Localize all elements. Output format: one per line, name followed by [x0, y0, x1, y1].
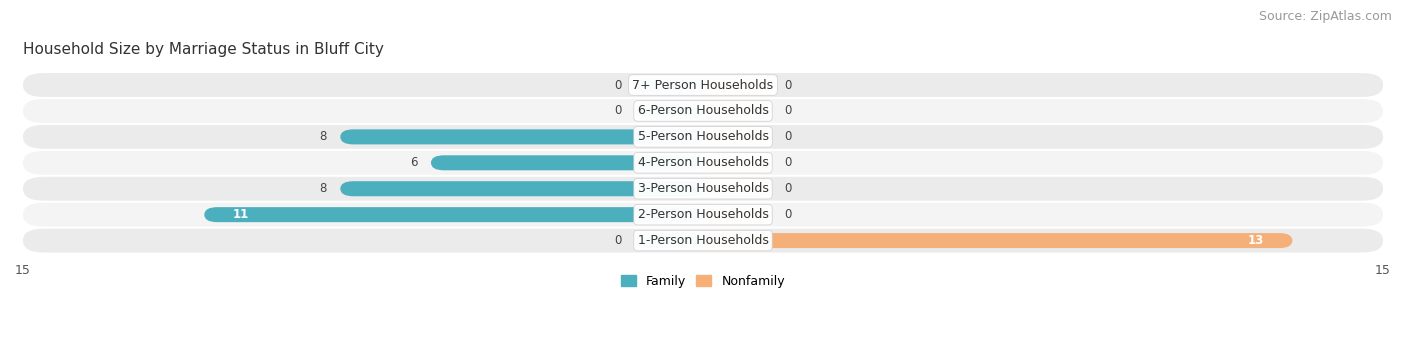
- Text: Source: ZipAtlas.com: Source: ZipAtlas.com: [1258, 10, 1392, 23]
- FancyBboxPatch shape: [703, 233, 1292, 248]
- FancyBboxPatch shape: [636, 233, 703, 248]
- FancyBboxPatch shape: [432, 155, 703, 170]
- Text: 2-Person Households: 2-Person Households: [637, 208, 769, 221]
- Text: 0: 0: [614, 78, 621, 91]
- Text: 0: 0: [785, 156, 792, 169]
- FancyBboxPatch shape: [22, 177, 1384, 201]
- Text: 4-Person Households: 4-Person Households: [637, 156, 769, 169]
- Text: 0: 0: [785, 78, 792, 91]
- Text: 0: 0: [785, 104, 792, 117]
- Text: 8: 8: [319, 130, 326, 143]
- FancyBboxPatch shape: [340, 129, 703, 144]
- Text: 0: 0: [785, 208, 792, 221]
- FancyBboxPatch shape: [340, 181, 703, 196]
- FancyBboxPatch shape: [703, 77, 770, 92]
- Text: 0: 0: [614, 104, 621, 117]
- FancyBboxPatch shape: [636, 77, 703, 92]
- Text: 0: 0: [614, 234, 621, 247]
- FancyBboxPatch shape: [703, 207, 770, 222]
- FancyBboxPatch shape: [703, 129, 770, 144]
- Legend: Family, Nonfamily: Family, Nonfamily: [616, 270, 790, 293]
- Text: 5-Person Households: 5-Person Households: [637, 130, 769, 143]
- FancyBboxPatch shape: [636, 103, 703, 118]
- FancyBboxPatch shape: [22, 125, 1384, 149]
- Text: 13: 13: [1249, 234, 1264, 247]
- FancyBboxPatch shape: [22, 99, 1384, 123]
- FancyBboxPatch shape: [204, 207, 703, 222]
- Text: 6-Person Households: 6-Person Households: [637, 104, 769, 117]
- Text: 1-Person Households: 1-Person Households: [637, 234, 769, 247]
- FancyBboxPatch shape: [703, 181, 770, 196]
- FancyBboxPatch shape: [703, 155, 770, 170]
- FancyBboxPatch shape: [22, 229, 1384, 252]
- FancyBboxPatch shape: [22, 203, 1384, 226]
- FancyBboxPatch shape: [22, 73, 1384, 97]
- Text: 6: 6: [411, 156, 418, 169]
- Text: Household Size by Marriage Status in Bluff City: Household Size by Marriage Status in Blu…: [22, 42, 384, 57]
- Text: 7+ Person Households: 7+ Person Households: [633, 78, 773, 91]
- Text: 8: 8: [319, 182, 326, 195]
- FancyBboxPatch shape: [703, 103, 770, 118]
- FancyBboxPatch shape: [22, 151, 1384, 175]
- Text: 0: 0: [785, 130, 792, 143]
- Text: 11: 11: [232, 208, 249, 221]
- Text: 3-Person Households: 3-Person Households: [637, 182, 769, 195]
- Text: 0: 0: [785, 182, 792, 195]
